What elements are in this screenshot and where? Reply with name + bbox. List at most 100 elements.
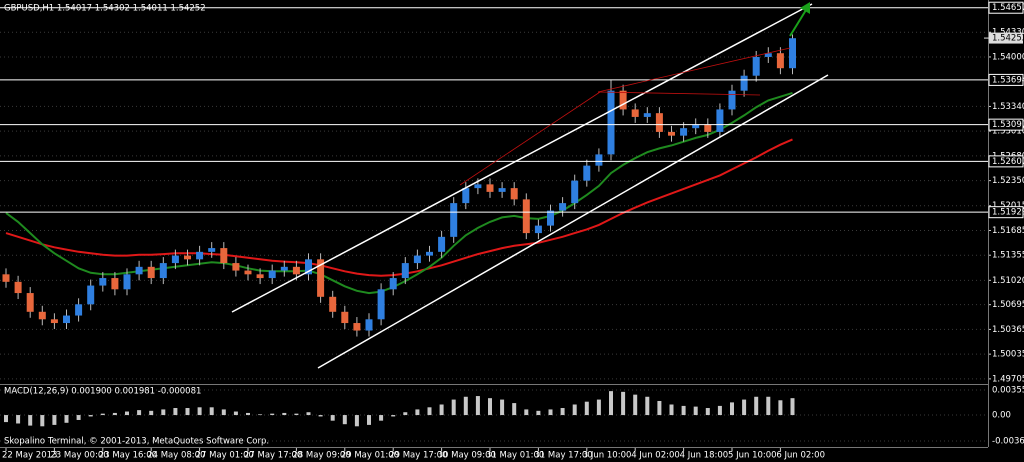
level-label: 1.51929 bbox=[992, 208, 1024, 218]
candle-body bbox=[716, 109, 724, 132]
y-tick-label: 1.49705 bbox=[992, 374, 1024, 384]
macd-bar bbox=[766, 396, 771, 416]
macd-bar bbox=[500, 399, 505, 416]
candle-body bbox=[147, 266, 155, 279]
candle-body bbox=[305, 259, 312, 275]
candle-body bbox=[776, 53, 784, 69]
candle-body bbox=[184, 255, 191, 260]
candle-body bbox=[159, 263, 167, 279]
macd-bar bbox=[705, 408, 710, 416]
macd-bar bbox=[270, 413, 275, 416]
candle-body bbox=[462, 188, 470, 204]
macd-bar bbox=[572, 404, 577, 416]
candle-body bbox=[135, 266, 143, 275]
candle-body bbox=[643, 113, 651, 117]
y-tick-label: 1.51685 bbox=[992, 226, 1024, 236]
macd-bar bbox=[161, 409, 166, 416]
trend-line bbox=[597, 47, 791, 93]
candle-body bbox=[111, 278, 119, 290]
macd-label: MACD(12,26,9) 0.001900 0.001981 -0.00008… bbox=[4, 387, 201, 397]
candle-body bbox=[2, 274, 10, 282]
macd-bar bbox=[633, 394, 638, 416]
macd-bar bbox=[717, 405, 722, 416]
y-tick-label: 1.53340 bbox=[992, 102, 1024, 112]
candle-body bbox=[668, 131, 675, 136]
candle-body bbox=[292, 266, 300, 275]
candle-body bbox=[474, 184, 482, 189]
level-label: 1.52607 bbox=[992, 157, 1024, 167]
x-tick-label: 23 May 00:00 bbox=[50, 451, 108, 461]
candle-body bbox=[256, 274, 264, 279]
macd-bar bbox=[645, 396, 650, 416]
channel-line bbox=[231, 3, 813, 313]
candle-body bbox=[365, 319, 373, 331]
x-tick-label: 22 May 2013 bbox=[2, 451, 57, 461]
candle-body bbox=[607, 90, 615, 155]
macd-bar bbox=[342, 415, 347, 425]
macd-tick-label: -0.003691 bbox=[992, 437, 1024, 447]
macd-bar bbox=[669, 404, 674, 416]
candle-body bbox=[704, 124, 712, 132]
level-label-box bbox=[988, 73, 1024, 86]
y-tick-label: 1.52350 bbox=[992, 176, 1024, 186]
level-label-box bbox=[988, 118, 1024, 131]
macd-bar bbox=[524, 409, 529, 416]
macd-bar bbox=[790, 398, 795, 416]
y-tick-label: 1.50695 bbox=[992, 300, 1024, 310]
macd-bar bbox=[403, 412, 408, 416]
trend-line bbox=[597, 91, 761, 96]
candle-body bbox=[389, 278, 397, 290]
x-tick-label: 27 May 17:00 bbox=[244, 451, 302, 461]
candle-body bbox=[38, 311, 46, 320]
candle-body bbox=[631, 109, 639, 117]
macd-bar bbox=[330, 415, 335, 421]
macd-bar bbox=[596, 399, 601, 416]
macd-bar bbox=[306, 412, 311, 416]
level-label: 1.53694 bbox=[992, 75, 1024, 85]
x-tick-label: 4 Jun 18:00 bbox=[680, 451, 729, 461]
candle-body bbox=[63, 315, 70, 324]
macd-bar bbox=[88, 415, 93, 417]
level-label-box bbox=[988, 1, 1024, 14]
macd-bar bbox=[185, 408, 190, 416]
macd-bar bbox=[415, 409, 420, 416]
current-price-label: 1.54252 bbox=[992, 34, 1024, 44]
candle-body bbox=[317, 259, 325, 297]
macd-bar bbox=[778, 400, 783, 416]
x-tick-label: 6 Jun 02:00 bbox=[776, 451, 825, 461]
candle-body bbox=[547, 210, 554, 226]
x-tick-label: 27 May 01:00 bbox=[196, 451, 254, 461]
macd-bar bbox=[294, 413, 299, 416]
candle-body bbox=[655, 113, 663, 132]
macd-bar bbox=[379, 415, 384, 421]
candle-body bbox=[764, 53, 772, 57]
candle-body bbox=[123, 274, 131, 290]
level-label-box bbox=[988, 155, 1024, 168]
candle-body bbox=[583, 165, 591, 181]
candle-body bbox=[75, 304, 83, 316]
y-tick-label: 1.50035 bbox=[992, 350, 1024, 360]
macd-bar bbox=[742, 399, 747, 416]
macd-bar bbox=[451, 399, 456, 416]
macd-bar bbox=[657, 400, 662, 416]
x-tick-label: 29 May 17:00 bbox=[389, 451, 447, 461]
level-label: 1.53097 bbox=[992, 120, 1024, 130]
macd-bar bbox=[584, 401, 589, 416]
macd-bar bbox=[693, 406, 698, 416]
macd-bar bbox=[475, 396, 480, 416]
x-tick-label: 3 Jun 10:00 bbox=[583, 451, 632, 461]
macd-bar bbox=[512, 403, 517, 416]
candle-body bbox=[244, 270, 252, 275]
macd-bar bbox=[488, 398, 492, 416]
macd-bar bbox=[367, 415, 371, 425]
macd-bar bbox=[100, 413, 105, 416]
macd-bar bbox=[4, 415, 8, 423]
macd-bar bbox=[173, 408, 178, 416]
candle-body bbox=[377, 289, 385, 320]
x-tick-label: 30 May 09:00 bbox=[438, 451, 496, 461]
macd-bar bbox=[391, 415, 396, 417]
candle-body bbox=[341, 311, 349, 324]
candle-body bbox=[14, 281, 22, 294]
x-tick-label: 5 Jun 10:00 bbox=[728, 451, 777, 461]
trend-line bbox=[459, 91, 601, 186]
